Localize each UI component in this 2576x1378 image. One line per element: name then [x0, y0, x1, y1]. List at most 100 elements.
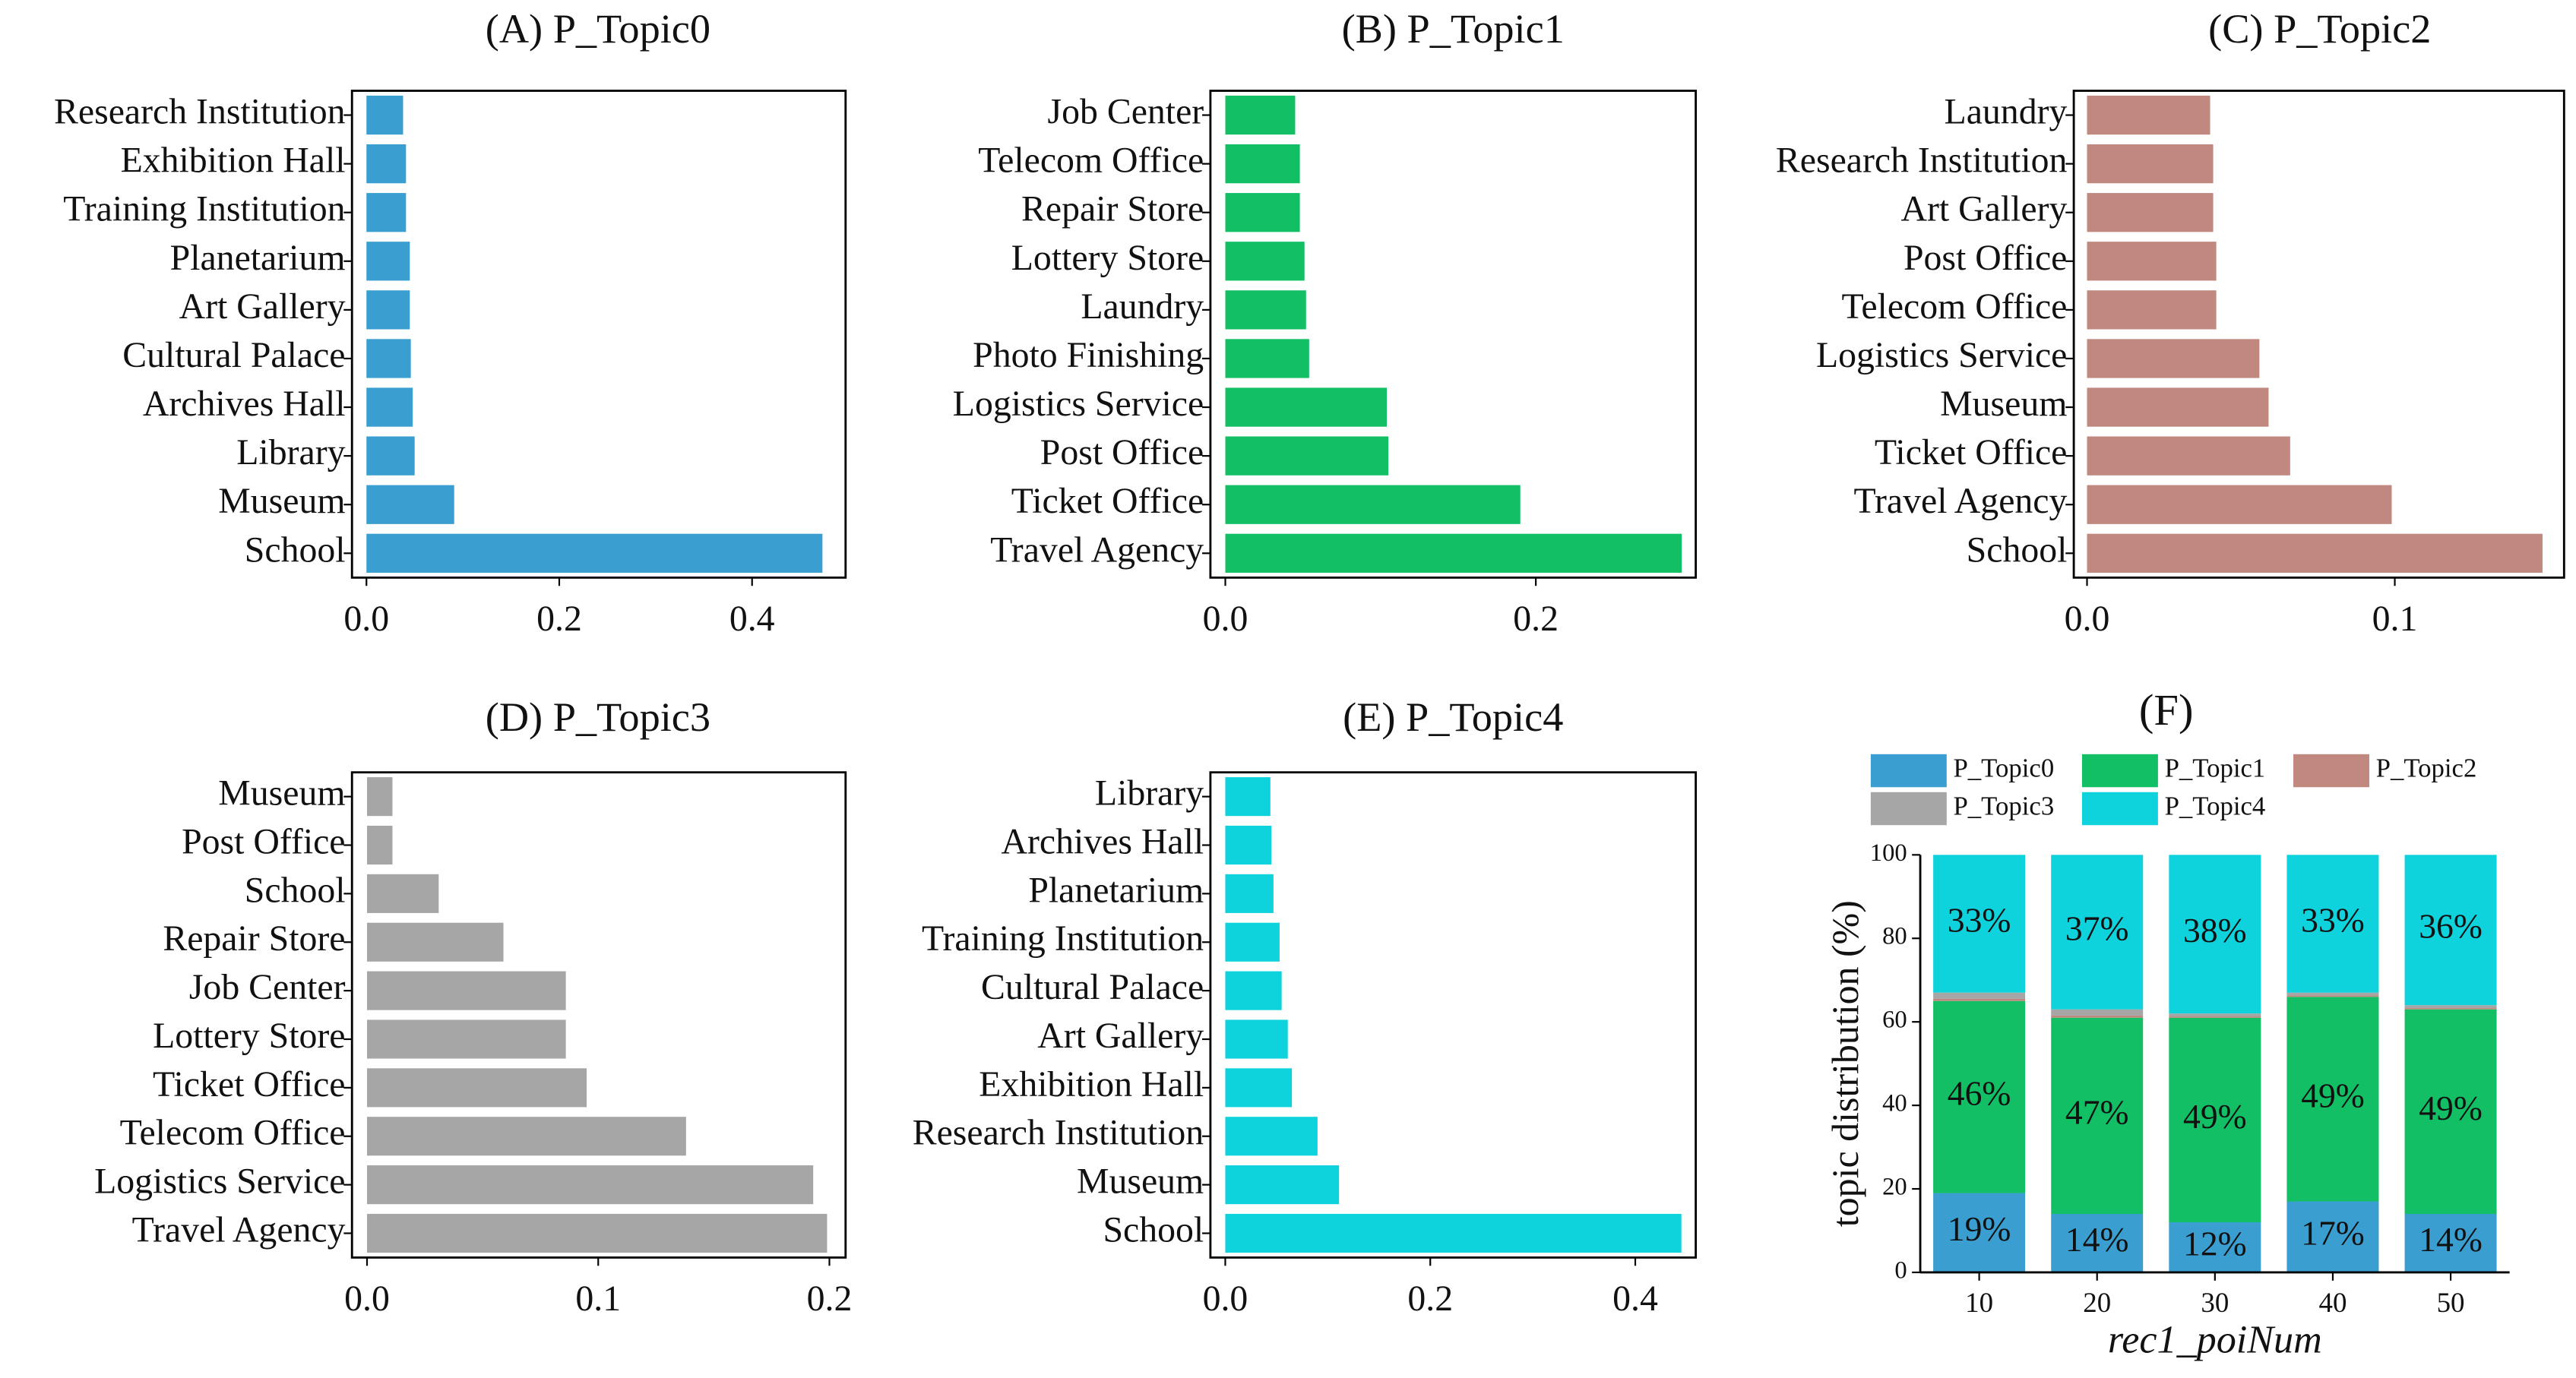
bar [1225, 95, 1296, 135]
bar-segment [2169, 1013, 2261, 1017]
y-tick-label: Logistics Service [94, 1162, 345, 1202]
y-tick-label: Art Gallery [179, 286, 346, 327]
data-label: 17% [2301, 1214, 2365, 1253]
y-tick-label: Planetarium [1028, 870, 1204, 910]
bar [366, 144, 407, 184]
y-tick-label: Ticket Office [1875, 432, 2067, 473]
y-tick-label: Ticket Office [153, 1064, 345, 1105]
bar [366, 1019, 566, 1059]
bar-segment [2404, 1008, 2497, 1010]
legend-swatch [2081, 792, 2158, 826]
bar [1225, 339, 1309, 378]
bar-segment [2286, 1201, 2379, 1272]
x-tick-label: 0.2 [807, 1278, 853, 1319]
x-axis-label: rec1_poiNum [2108, 1318, 2322, 1361]
bar [1225, 387, 1388, 427]
bar [1225, 193, 1300, 232]
bar [366, 1068, 587, 1108]
y-tick-label: Research Institution [1776, 141, 2068, 181]
y-tick-label: Planetarium [170, 238, 346, 278]
bar-segment [2051, 1017, 2144, 1215]
bar-segment [2051, 855, 2144, 1010]
legend-label: P_Topic0 [1953, 754, 2054, 783]
y-tick-label: Job Center [189, 967, 346, 1007]
y-tick-label: Archives Hall [143, 384, 346, 424]
y-tick-label: Lottery Store [153, 1016, 345, 1056]
bar [2087, 533, 2543, 573]
bar [2087, 193, 2214, 232]
bar [2087, 144, 2214, 184]
bar [1225, 1068, 1293, 1108]
y-tick-label: School [1103, 1209, 1204, 1250]
y-tick-label: 80 [1882, 923, 1907, 950]
bar [1225, 971, 1282, 1010]
bar [366, 1117, 686, 1156]
y-tick-label: Library [236, 432, 345, 473]
y-tick-label: Training Institution [63, 189, 345, 229]
bar [366, 1213, 828, 1253]
y-tick-label: Art Gallery [1037, 1016, 1204, 1056]
y-tick-label: Photo Finishing [973, 335, 1204, 375]
y-tick-label: Job Center [1048, 91, 1204, 131]
legend-swatch [2293, 754, 2369, 788]
bar [2087, 290, 2217, 330]
legend-swatch [1870, 792, 1947, 826]
y-tick-label: Art Gallery [1900, 189, 2067, 229]
bar-segment [1933, 1193, 2026, 1272]
data-label: 33% [2301, 900, 2365, 939]
x-tick-label: 0.0 [343, 599, 389, 639]
y-tick-label: Exhibition Hall [979, 1064, 1204, 1105]
data-label: 36% [2419, 907, 2483, 946]
bar-segment [2051, 1009, 2144, 1016]
y-tick-label: Laundry [1081, 286, 1204, 327]
bar [366, 874, 439, 913]
bar [1225, 777, 1271, 817]
y-tick-label: Museum [218, 773, 345, 814]
plot-frame [1209, 90, 1698, 579]
y-tick-label: Research Institution [913, 1113, 1204, 1153]
y-tick-label: Logistics Service [953, 384, 1204, 424]
y-tick-label: Telecom Office [978, 141, 1204, 181]
y-tick-label: Lottery Store [1011, 238, 1204, 278]
y-tick-label: Cultural Palace [122, 335, 345, 375]
bar-segment [1933, 992, 2026, 999]
bar [366, 436, 415, 476]
bar-segment [2169, 1017, 2261, 1223]
legend-label: P_Topic4 [2165, 791, 2266, 820]
y-tick-label: Exhibition Hall [121, 141, 346, 181]
bar-segment [2051, 1214, 2144, 1272]
y-tick-label: Library [1095, 773, 1204, 814]
data-label: 33% [1948, 900, 2011, 939]
y-tick-label: Travel Agency [990, 529, 1204, 570]
data-label: 14% [2065, 1220, 2129, 1259]
y-tick-label: Museum [1077, 1162, 1204, 1202]
y-tick-label: Telecom Office [1841, 286, 2067, 327]
bar [1225, 533, 1682, 573]
x-tick-label: 0.4 [1612, 1278, 1658, 1319]
y-tick-label: Cultural Palace [981, 967, 1204, 1007]
y-tick-label: Post Office [1040, 432, 1204, 473]
x-tick-label: 30 [2201, 1287, 2229, 1318]
y-tick-label: Repair Store [163, 918, 345, 959]
y-tick-label: Ticket Office [1011, 481, 1204, 521]
bar [2087, 387, 2269, 427]
legend-label: P_Topic2 [2376, 754, 2477, 783]
bar [1225, 1019, 1288, 1059]
y-tick-label: 100 [1870, 839, 1907, 867]
data-label: 38% [2183, 911, 2247, 950]
bar-segment [1933, 1000, 2026, 1193]
y-tick-label: 60 [1882, 1007, 1907, 1034]
bar [366, 387, 413, 427]
data-label: 19% [1948, 1209, 2011, 1248]
panel-title: (D) P_Topic3 [486, 694, 710, 740]
panel-title: (F) [2139, 685, 2194, 735]
y-tick-label: Travel Agency [1853, 481, 2067, 521]
y-tick-label: Post Office [1904, 238, 2067, 278]
bar [1225, 290, 1306, 330]
bar [366, 339, 411, 378]
plot-frame [350, 90, 847, 579]
data-label: 49% [2183, 1097, 2247, 1136]
bar [366, 193, 407, 232]
bar-segment [1933, 855, 2026, 993]
data-label: 49% [2301, 1076, 2365, 1114]
